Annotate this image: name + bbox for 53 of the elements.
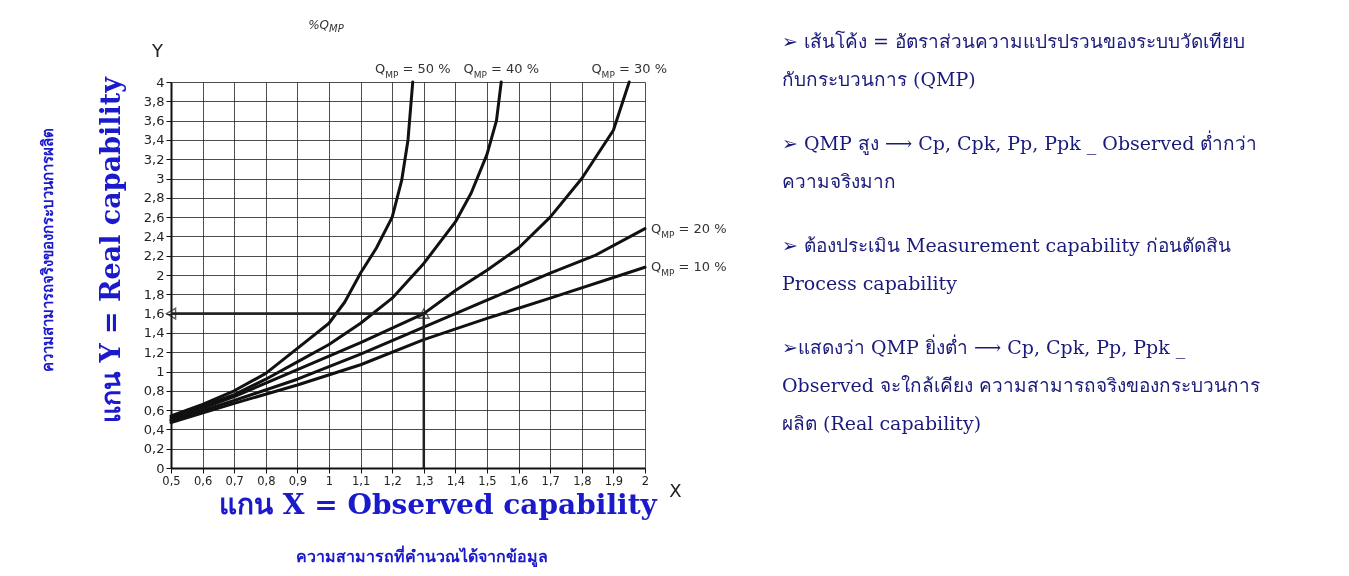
y-tick-label: 2,2 bbox=[143, 248, 165, 264]
y-tick-label: 3,4 bbox=[143, 132, 165, 148]
y-tick-label: 0,4 bbox=[143, 421, 165, 437]
x-tick-label: 0,7 bbox=[225, 473, 244, 488]
x-axis-title: X bbox=[669, 479, 682, 501]
y-tick-label: 2 bbox=[156, 267, 165, 283]
y-tick-label: 1,6 bbox=[143, 306, 165, 322]
y-tick-label: 1,2 bbox=[143, 344, 165, 360]
text: ความสามารถที่คำนวณได้จากข้อมูล bbox=[296, 544, 548, 569]
y-tick-label: 3,2 bbox=[143, 151, 165, 167]
text: ➢ เส้นโค้ง = อัตราส่วนความแปรปรวนของระบบวัดเทียบกับกระบวนการ (QMP) bbox=[782, 29, 1247, 92]
series-label: Q$_{MP}$ = 20 % bbox=[651, 220, 727, 240]
series-label: Q$_{MP}$ = 30 % bbox=[591, 61, 668, 80]
x-tick-label: 1,6 bbox=[509, 473, 529, 488]
x-tick-label: 0,5 bbox=[162, 473, 181, 488]
x-tick-label: 1,2 bbox=[383, 473, 402, 488]
text: ➢แสดงว่า QMP ยิ่งต่ำ ⟶ Cp, Cpk, Pp, Ppk _ Observed จะใกล้เคียง ความสามารถจริงของกระบวนการผลิต (Real capability) bbox=[782, 333, 1262, 436]
text: ➢ QMP สูง ⟶ Cp, Cpk, Pp, Ppk _ Observed ต่ำกว่าความจริงมาก bbox=[782, 129, 1259, 194]
x-tick-label: 1,9 bbox=[604, 473, 624, 488]
y-tick-label: 1,4 bbox=[143, 325, 165, 341]
y-tick-label: 1 bbox=[156, 364, 165, 379]
text: แกน Y = Real capability bbox=[93, 77, 127, 423]
y-tick-label: 3,6 bbox=[143, 113, 165, 129]
series-label: Q$_{MP}$ = 50 % bbox=[374, 61, 451, 80]
y-tick-label: 1,8 bbox=[143, 286, 165, 302]
x-tick-label: 2 bbox=[641, 473, 650, 488]
series-label: Q$_{MP}$ = 40 % bbox=[463, 61, 540, 80]
y-tick-label: 3 bbox=[156, 171, 165, 186]
y-tick-label: 2,6 bbox=[143, 209, 165, 225]
series-label: Q$_{MP}$ = 10 % bbox=[651, 259, 727, 279]
x-tick-label: 1,7 bbox=[541, 473, 560, 488]
y-axis-title: Y bbox=[151, 39, 164, 61]
x-tick-label: 1,4 bbox=[446, 473, 466, 488]
x-tick-label: 1 bbox=[325, 473, 334, 488]
y-tick-label: 0,6 bbox=[143, 402, 165, 418]
x-tick-label: 1,1 bbox=[351, 473, 371, 488]
y-tick-label: 0,8 bbox=[143, 383, 165, 399]
y-tick-label: 0 bbox=[156, 460, 165, 476]
y-tick-label: 0,2 bbox=[143, 441, 165, 457]
x-tick-label: 0,9 bbox=[288, 473, 308, 488]
text: แกน X = Observed capability bbox=[219, 488, 657, 521]
y-tick-label: 4 bbox=[156, 74, 165, 90]
text: ➢ ต้องประเมิน Measurement capability ก่อนตัดสิน Process capability bbox=[782, 233, 1232, 296]
y-tick-label: 2,4 bbox=[143, 228, 165, 244]
x-tick-label: 0,6 bbox=[193, 473, 213, 488]
y-tick-label: 3,8 bbox=[143, 93, 165, 109]
x-tick-label: 1,8 bbox=[573, 473, 592, 488]
x-tick-label: 0,8 bbox=[257, 473, 276, 488]
x-tick-label: 1,5 bbox=[478, 473, 497, 488]
text: ความสามารถจริงของกระบวนการผลิต bbox=[38, 128, 58, 372]
x-tick-label: 1,3 bbox=[415, 473, 434, 488]
legend-title: %Q$_{MP}$ bbox=[308, 18, 344, 35]
y-tick-label: 2,8 bbox=[143, 190, 165, 206]
